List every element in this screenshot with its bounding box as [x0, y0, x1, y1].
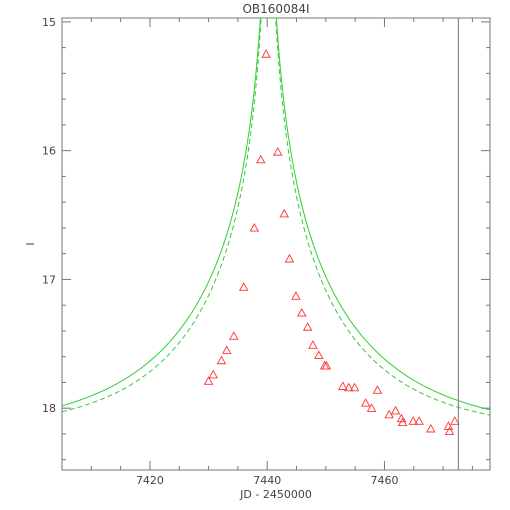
x-tick-label: 7420 — [136, 474, 164, 487]
data-point — [426, 423, 436, 433]
chart-title: OB160084I — [242, 2, 309, 16]
data-point — [408, 416, 418, 425]
data-point — [255, 154, 266, 164]
data-point — [272, 146, 283, 156]
data-point — [229, 331, 239, 340]
data-point — [343, 382, 354, 392]
axis-ticks: 7420 7440 7460 15 16 17 18 — [42, 16, 490, 487]
data-point — [450, 416, 460, 425]
data-point — [338, 381, 348, 390]
data-point — [221, 345, 232, 354]
x-axis-label: JD - 2450000 — [239, 488, 312, 501]
data-point — [308, 340, 318, 349]
data-point — [284, 253, 295, 263]
x-tick-label: 7460 — [370, 474, 398, 487]
data-point — [291, 291, 301, 300]
data-point — [397, 417, 408, 427]
data-point — [297, 307, 307, 317]
y-axis-label: I — [24, 242, 37, 245]
y-tick-label: 15 — [42, 16, 56, 29]
data-point — [366, 403, 377, 412]
data-point — [349, 382, 360, 392]
data-point — [238, 282, 249, 291]
data-point — [396, 413, 407, 423]
y-tick-label: 18 — [42, 402, 56, 415]
data-point — [261, 49, 271, 58]
data-point — [216, 355, 227, 365]
model-curve-solid — [62, 18, 490, 411]
data-points — [203, 49, 460, 436]
x-tick-label: 7440 — [253, 474, 281, 487]
data-point — [321, 360, 332, 370]
model-curve-dashed — [62, 18, 490, 416]
plot-frame — [61, 17, 491, 471]
data-point — [279, 208, 289, 218]
y-tick-label: 16 — [42, 145, 56, 158]
data-point — [414, 416, 424, 425]
data-point — [302, 322, 313, 331]
data-point — [203, 376, 214, 385]
data-point — [208, 369, 219, 379]
data-point — [360, 398, 371, 407]
data-point — [444, 426, 455, 436]
data-point — [390, 405, 401, 415]
data-point — [314, 350, 324, 360]
data-point — [249, 222, 260, 232]
model-curves — [62, 18, 490, 416]
data-point — [372, 385, 383, 394]
y-tick-label: 17 — [42, 273, 56, 286]
